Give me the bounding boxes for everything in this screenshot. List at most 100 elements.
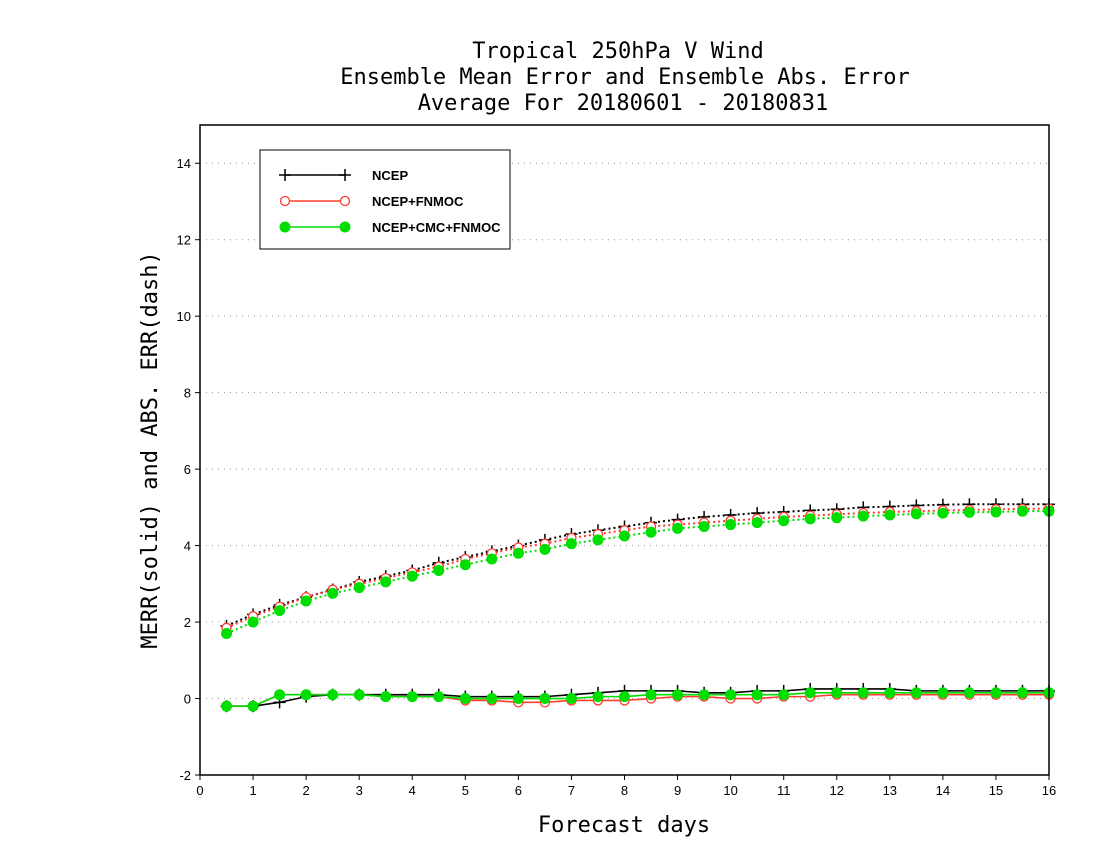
abs-err-point-2-22 xyxy=(804,513,816,525)
y-axis: -2 0 2 4 6 8 10 12 14 xyxy=(177,156,200,783)
abs-err-point-2-7 xyxy=(406,570,418,582)
legend-item-1: NCEP+FNMOC xyxy=(279,194,464,209)
y-tick-label-2: 2 xyxy=(184,615,191,630)
legend-label-2: NCEP+CMC+FNMOC xyxy=(372,220,501,235)
abs-err-point-2-2 xyxy=(274,605,286,617)
y-tick-label-4: 6 xyxy=(184,462,191,477)
merr-point-2-30 xyxy=(1016,687,1028,699)
x-axis: 0 1 2 3 4 5 6 7 8 9 10 11 12 13 14 15 16 xyxy=(196,775,1056,798)
merr-point-2-4 xyxy=(327,689,339,701)
legend-marker-left-2 xyxy=(279,221,291,233)
x-tick-label-3: 3 xyxy=(356,783,363,798)
y-tick-label-6: 10 xyxy=(177,309,191,324)
merr-point-2-0 xyxy=(221,700,233,712)
abs-err-point-2-18 xyxy=(698,520,710,532)
merr-line-0 xyxy=(226,688,1049,707)
abs-err-line-0 xyxy=(226,503,1049,627)
abs-err-point-2-8 xyxy=(433,564,445,576)
x-tick-label-11: 11 xyxy=(777,783,791,798)
x-tick-label-12: 12 xyxy=(830,783,844,798)
abs-err-point-2-12 xyxy=(539,543,551,555)
merr-point-2-3 xyxy=(300,689,312,701)
abs-err-point-2-25 xyxy=(884,509,896,521)
merr-point-2-14 xyxy=(592,691,604,703)
series-1 xyxy=(221,503,1055,712)
abs-err-point-2-20 xyxy=(751,517,763,529)
y-tick-label-7: 12 xyxy=(177,233,191,248)
abs-err-point-2-26 xyxy=(910,508,922,520)
title-line-2: Ensemble Mean Error and Ensemble Abs. Er… xyxy=(340,65,910,90)
x-tick-label-5: 5 xyxy=(462,783,469,798)
abs-err-line-1 xyxy=(226,507,1050,629)
abs-err-point-2-10 xyxy=(486,553,498,565)
abs-err-point-2-27 xyxy=(937,507,949,519)
abs-err-point-2-1 xyxy=(247,616,259,628)
chart-title: Tropical 250hPa V Wind Ensemble Mean Err… xyxy=(340,39,910,116)
merr-point-2-21 xyxy=(778,689,790,701)
abs-err-point-2-30 xyxy=(1016,505,1028,517)
abs-err-line-2 xyxy=(226,510,1049,635)
abs-err-point-2-4 xyxy=(327,587,339,599)
abs-err-point-2-5 xyxy=(353,582,365,594)
merr-point-2-24 xyxy=(857,687,869,699)
abs-err-point-2-16 xyxy=(645,526,657,538)
x-tick-label-8: 8 xyxy=(621,783,628,798)
x-tick-label-13: 13 xyxy=(883,783,897,798)
abs-err-point-2-0 xyxy=(221,628,233,640)
abs-err-point-2-29 xyxy=(990,506,1002,518)
abs-err-point-2-14 xyxy=(592,534,604,546)
x-tick-label-10: 10 xyxy=(723,783,737,798)
abs-err-point-2-21 xyxy=(778,515,790,527)
abs-err-point-2-9 xyxy=(459,559,471,571)
merr-point-2-1 xyxy=(247,700,259,712)
legend-label-1: NCEP+FNMOC xyxy=(372,194,464,209)
legend-box xyxy=(259,149,511,250)
merr-point-2-8 xyxy=(433,691,445,703)
merr-point-2-28 xyxy=(963,687,975,699)
merr-point-2-10 xyxy=(486,693,498,705)
title-line-3: Average For 20180601 - 20180831 xyxy=(418,91,829,116)
merr-point-2-16 xyxy=(645,689,657,701)
merr-point-2-2 xyxy=(274,689,286,701)
legend-marker-left-0 xyxy=(279,169,291,181)
merr-point-2-13 xyxy=(565,693,577,705)
merr-point-2-17 xyxy=(672,689,684,701)
legend-marker-right-1 xyxy=(339,195,351,207)
merr-point-2-25 xyxy=(884,687,896,699)
x-tick-label-6: 6 xyxy=(515,783,522,798)
legend-label-0: NCEP xyxy=(372,168,408,183)
x-tick-label-7: 7 xyxy=(568,783,575,798)
merr-point-2-18 xyxy=(698,689,710,701)
series-0 xyxy=(220,498,1055,713)
y-tick-label-1: 0 xyxy=(184,692,191,707)
merr-point-2-6 xyxy=(380,691,392,703)
legend-item-2: NCEP+CMC+FNMOC xyxy=(279,220,501,235)
merr-point-2-29 xyxy=(990,687,1002,699)
merr-point-2-7 xyxy=(406,691,418,703)
legend-marker-right-0 xyxy=(339,169,351,181)
x-axis-label: Forecast days xyxy=(538,813,710,838)
x-tick-label-1: 1 xyxy=(249,783,256,798)
x-tick-label-14: 14 xyxy=(936,783,950,798)
abs-err-point-2-11 xyxy=(512,547,524,559)
abs-err-point-2-17 xyxy=(672,522,684,534)
legend: NCEP NCEP+FNMOC NCEP+CMC+FNMOC xyxy=(259,149,511,250)
merr-point-2-15 xyxy=(619,691,630,703)
x-tick-label-16: 16 xyxy=(1042,783,1056,798)
merr-point-2-12 xyxy=(539,693,551,705)
series-2 xyxy=(221,505,1055,712)
y-tick-label-5: 8 xyxy=(184,386,191,401)
merr-point-2-20 xyxy=(751,689,763,701)
y-axis-label: MERR(solid) and ABS. ERR(dash) xyxy=(138,251,163,648)
y-tick-label-3: 4 xyxy=(184,539,191,554)
merr-point-2-22 xyxy=(804,687,816,699)
merr-point-2-9 xyxy=(459,693,471,705)
abs-err-point-2-13 xyxy=(565,538,577,550)
plot-series xyxy=(220,498,1055,713)
abs-err-point-2-6 xyxy=(380,576,392,588)
title-line-1: Tropical 250hPa V Wind xyxy=(472,39,763,64)
abs-err-point-2-15 xyxy=(619,530,630,542)
x-tick-label-15: 15 xyxy=(989,783,1003,798)
legend-item-0: NCEP xyxy=(279,168,408,183)
